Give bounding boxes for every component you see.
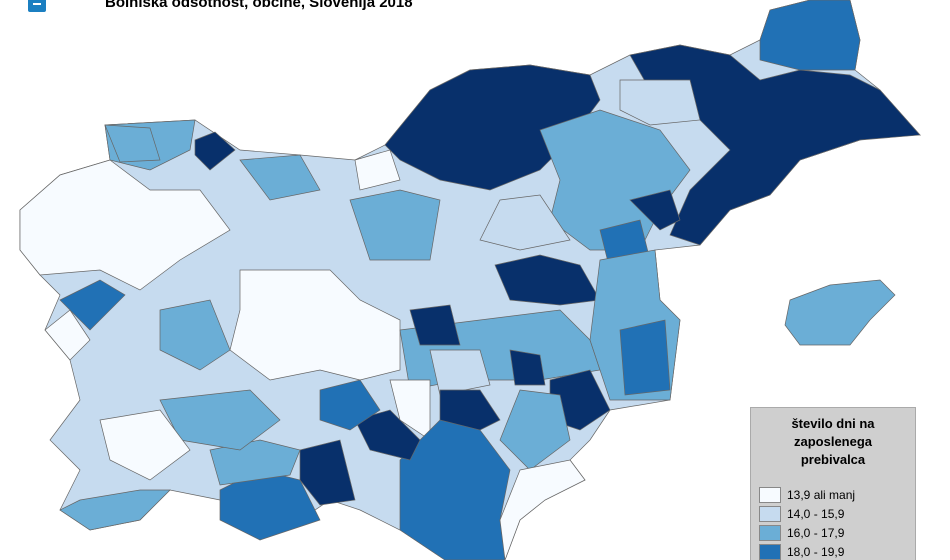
- legend-label: 16,0 - 17,9: [787, 525, 845, 540]
- legend-label: 14,0 - 15,9: [787, 506, 845, 521]
- legend-label: 18,0 - 19,9: [787, 544, 845, 559]
- municipality: [319, 379, 381, 431]
- legend-swatch: [759, 505, 781, 522]
- legend-swatch: [759, 524, 781, 541]
- municipality: [784, 279, 896, 346]
- map-title: Bolniška odsotnost, občine, Slovenija 20…: [105, 0, 413, 11]
- municipality: [104, 124, 161, 163]
- municipality: [499, 389, 571, 471]
- municipality: [59, 489, 171, 531]
- legend-items: 13,9 ali manj 14,0 - 15,9 16,0 - 17,9 18,0 …: [751, 485, 915, 560]
- municipality: [619, 319, 671, 396]
- municipality: [19, 159, 231, 291]
- municipality: [239, 154, 321, 201]
- legend-item: 14,0 - 15,9: [759, 504, 915, 523]
- municipality: [499, 459, 586, 560]
- municipality: [44, 309, 91, 361]
- legend-swatch: [759, 486, 781, 503]
- municipality: [99, 409, 191, 481]
- municipality: [409, 304, 461, 346]
- municipality: [619, 79, 701, 126]
- municipality: [59, 279, 126, 331]
- municipality: [354, 409, 421, 461]
- legend-item: 13,9 ali manj: [759, 485, 915, 504]
- legend-label: 13,9 ali manj: [787, 487, 856, 502]
- municipality: [759, 0, 861, 71]
- legend-swatch: [759, 543, 781, 560]
- municipality: [349, 189, 441, 261]
- legend-item: 16,0 - 17,9: [759, 523, 915, 542]
- municipality: [159, 299, 231, 371]
- legend-title: število dni na zaposlenega prebivalca: [791, 416, 875, 467]
- municipality: [479, 194, 571, 251]
- collapse-button[interactable]: [28, 0, 46, 12]
- municipality: [354, 149, 401, 191]
- slovenia-map: [19, 0, 922, 560]
- municipality: [629, 44, 921, 246]
- municipality: [509, 349, 546, 386]
- municipality: [194, 131, 236, 171]
- legend: število dni na zaposlenega prebivalca 13…: [750, 407, 916, 560]
- municipality: [429, 349, 491, 396]
- municipality: [299, 439, 356, 506]
- municipality: [629, 189, 681, 231]
- legend-item: 18,0 - 19,9: [759, 542, 915, 560]
